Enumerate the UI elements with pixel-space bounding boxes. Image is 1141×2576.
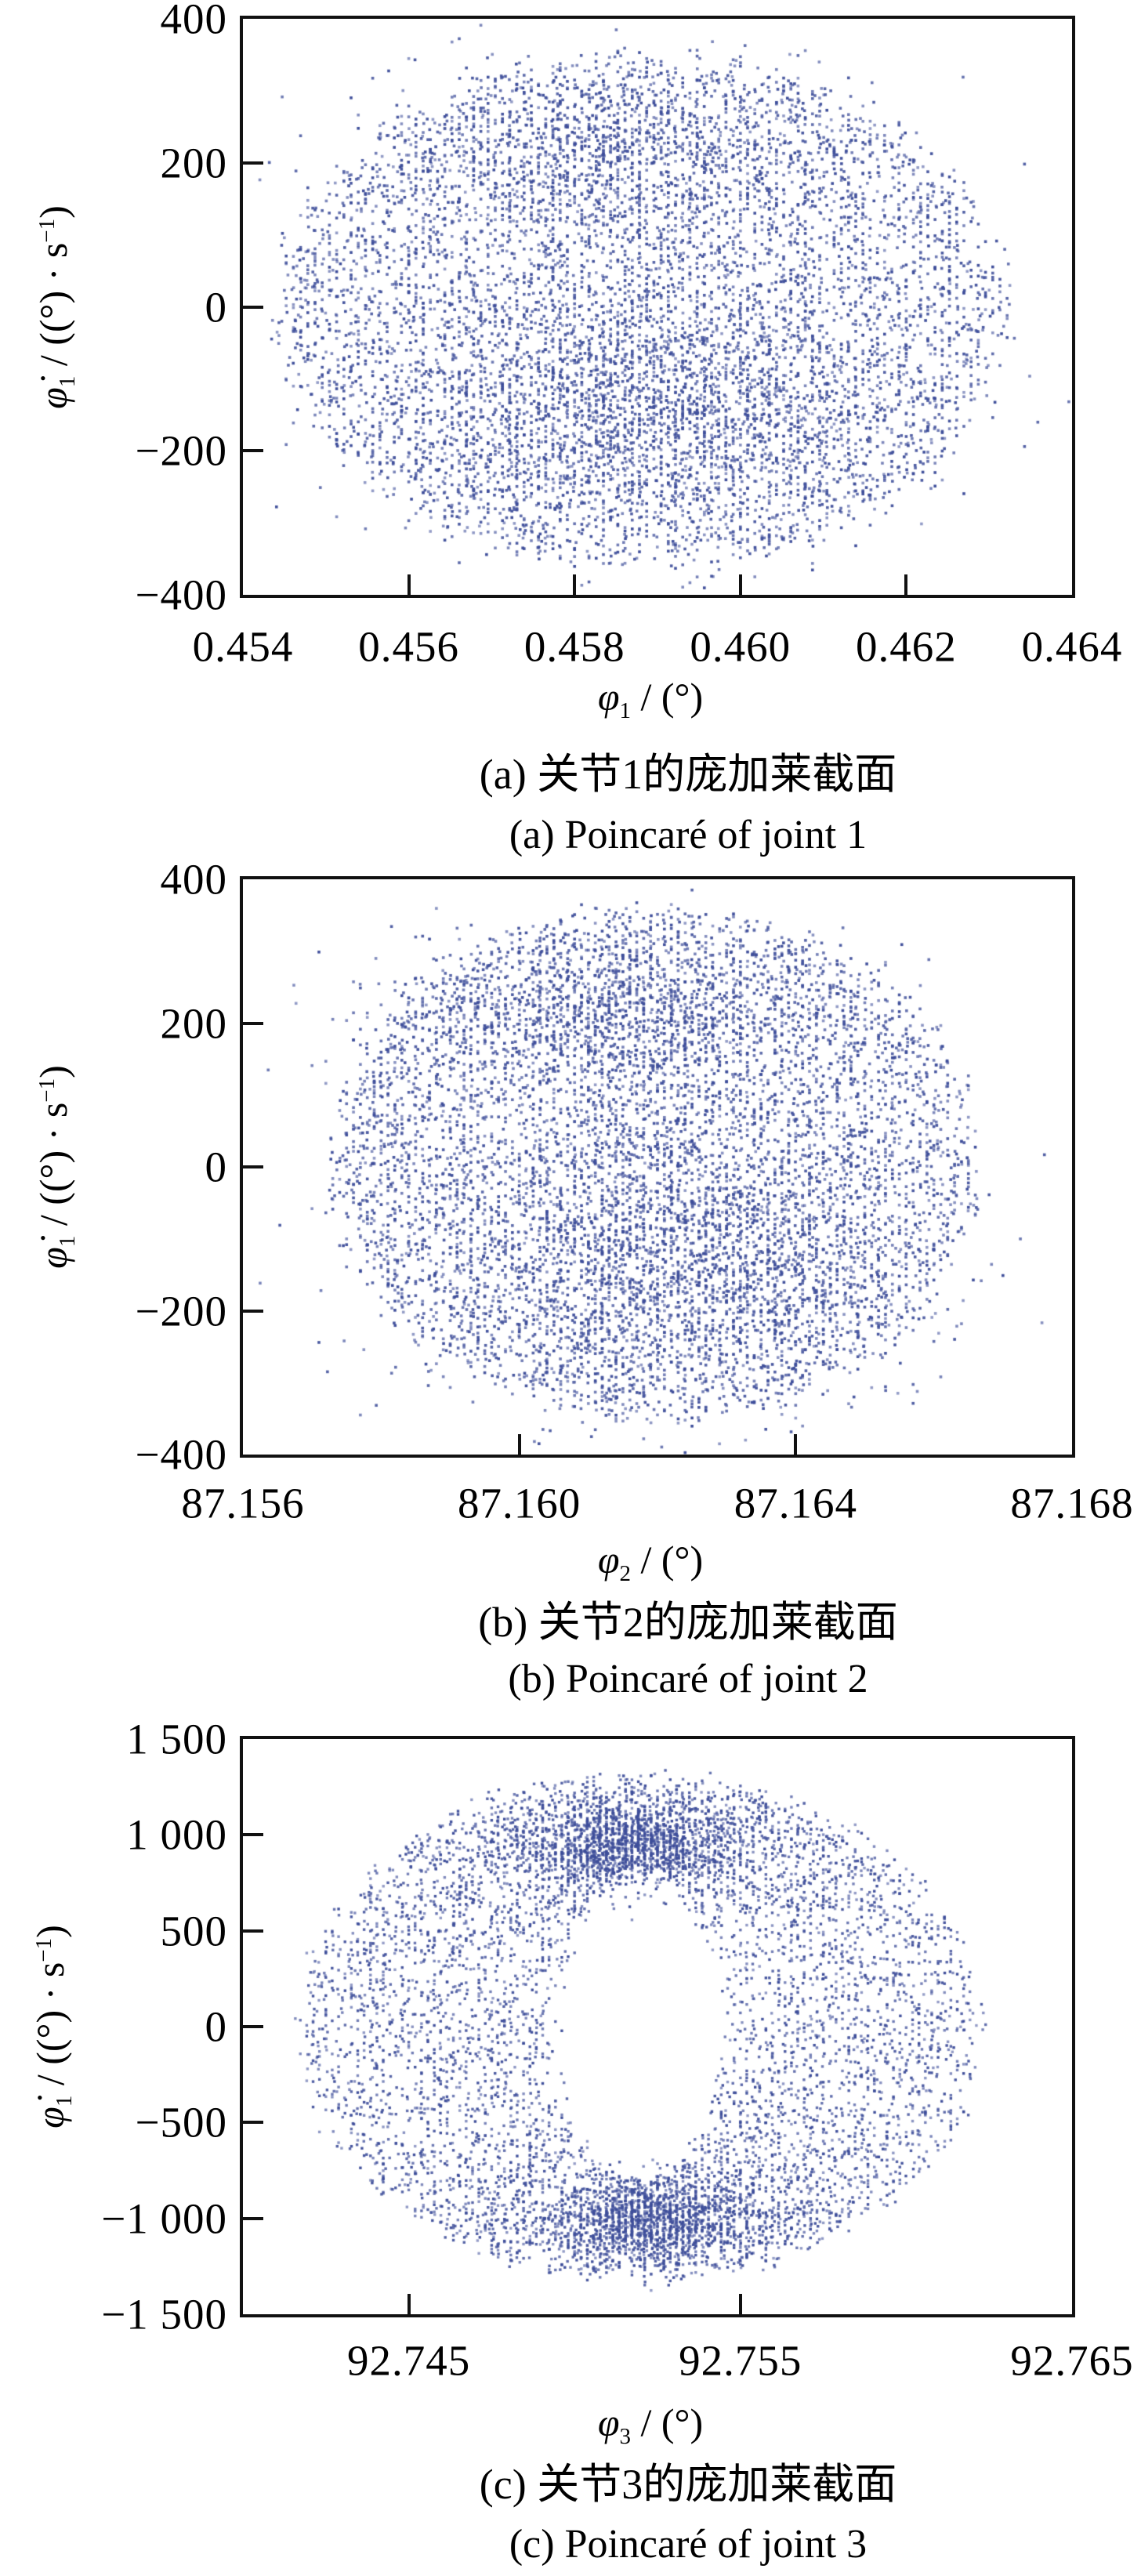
caption-zh-joint3: (c) 关节3的庞加莱截面 [479, 2460, 897, 2508]
y-tick-mark [243, 2121, 263, 2125]
phi-symbol: φ [597, 2400, 620, 2444]
x-tick-mark [738, 574, 742, 595]
y-tick-mark [243, 2216, 263, 2220]
x-axis-label-joint3: φ3 / (°) [597, 2400, 704, 2450]
phi-symbol: φ [597, 1537, 620, 1581]
y-tick-mark [243, 305, 263, 309]
scatter-points-joint3 [243, 1739, 1072, 2314]
scatter-points-joint1 [243, 19, 1072, 595]
y-tick-label: −1 500 [101, 2290, 227, 2339]
y-axis-label-joint3: φ̇1 / ((°) · s−1) [27, 1925, 78, 2129]
caption-en-joint2: (b) Poincaré of joint 2 [508, 1657, 868, 1702]
x-tick-mark [904, 574, 908, 595]
y-tick-label: −400 [135, 1430, 227, 1479]
phi-dot-symbol: φ̇ [31, 1247, 75, 1269]
y-tick-label: 200 [160, 139, 227, 187]
y-tick-mark [243, 1165, 263, 1168]
x-tick-label: 0.458 [523, 622, 625, 671]
caption-zh-joint2: (b) 关节2的庞加莱截面 [478, 1598, 898, 1646]
caption-zh-joint1: (a) 关节1的庞加莱截面 [479, 750, 897, 798]
plot-area-joint1 [240, 16, 1075, 598]
y-tick-mark [243, 449, 263, 453]
y-axis-label-joint2: φ̇1 / ((°) · s−1) [31, 1065, 81, 1269]
phi-symbol: φ [597, 674, 620, 719]
phi-dot-symbol: φ̇ [31, 386, 75, 409]
x-tick-label: 0.464 [1021, 622, 1123, 671]
x-tick-mark [517, 1434, 521, 1455]
y-tick-mark [243, 1833, 263, 1837]
x-tick-mark [407, 574, 411, 595]
y-tick-label: 0 [205, 2002, 227, 2051]
phi-dot-symbol: φ̇ [27, 2107, 72, 2129]
x-axis-label-joint1: φ1 / (°) [597, 674, 704, 724]
y-tick-label: 1 000 [126, 1810, 227, 1859]
y-tick-label: −200 [135, 1287, 227, 1335]
scatter-points-joint2 [243, 879, 1072, 1455]
y-tick-mark [243, 1021, 263, 1025]
plot-area-joint2 [240, 876, 1075, 1458]
y-tick-label: 400 [160, 0, 227, 43]
x-tick-label: 92.745 [346, 2336, 471, 2385]
x-tick-label: 87.168 [1010, 1479, 1134, 1527]
x-tick-label: 87.160 [458, 1479, 581, 1527]
x-tick-label: 92.755 [679, 2336, 802, 2385]
y-tick-label: −200 [135, 426, 227, 475]
y-tick-label: −1 000 [101, 2194, 227, 2243]
x-tick-label: 0.460 [690, 622, 791, 671]
x-tick-mark [794, 1434, 798, 1455]
y-tick-label: −500 [135, 2098, 227, 2147]
y-tick-label: 200 [160, 999, 227, 1047]
x-axis-label-joint2: φ2 / (°) [597, 1537, 704, 1587]
y-axis-label-joint1: φ̇1 / ((°) · s−1) [31, 205, 81, 409]
x-tick-mark [573, 574, 577, 595]
y-tick-label: 0 [205, 1143, 227, 1191]
y-tick-mark [243, 2025, 263, 2028]
caption-en-joint1: (a) Poincaré of joint 1 [509, 813, 868, 858]
x-tick-label: 87.164 [734, 1479, 857, 1527]
y-tick-label: 400 [160, 855, 227, 904]
y-tick-label: 500 [160, 1907, 227, 1955]
x-tick-label: 92.765 [1010, 2336, 1134, 2385]
y-tick-mark [243, 161, 263, 165]
caption-en-joint3: (c) Poincaré of joint 3 [509, 2522, 868, 2567]
x-tick-mark [407, 2294, 411, 2314]
y-tick-mark [243, 1309, 263, 1313]
y-tick-label: 1 500 [126, 1715, 227, 1763]
y-tick-label: 0 [205, 283, 227, 331]
plot-area-joint3 [240, 1736, 1075, 2317]
y-tick-label: −400 [135, 571, 227, 619]
x-tick-label: 0.456 [358, 622, 459, 671]
x-tick-label: 0.454 [192, 622, 294, 671]
x-tick-label: 87.156 [181, 1479, 305, 1527]
y-tick-mark [243, 1929, 263, 1933]
x-tick-mark [738, 2294, 742, 2314]
x-tick-label: 0.462 [856, 622, 957, 671]
